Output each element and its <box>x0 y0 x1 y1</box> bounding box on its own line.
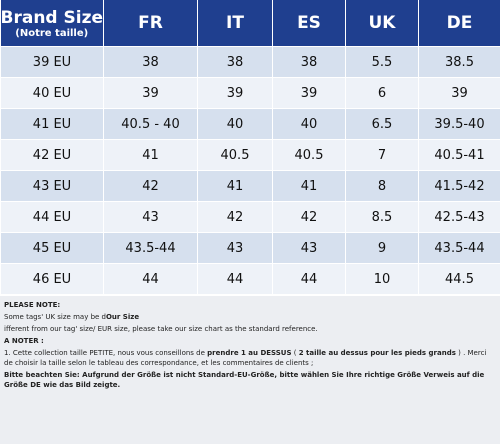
header-cell: ES <box>273 0 346 47</box>
header-row: Brand Size(Notre taille) FR IT ES UK DE <box>1 0 500 47</box>
table-cell: 41 <box>104 140 198 171</box>
table-cell: 45 EU <box>1 233 104 264</box>
table-cell: 9 <box>346 233 419 264</box>
table-cell: 39 EU <box>1 47 104 78</box>
note-text: Some tags' UK size may be d <box>4 313 106 321</box>
note-text: prendre 1 au DESSUS <box>207 349 291 357</box>
note-text: Bitte beachten Sie: Aufgrund der Größe i… <box>4 371 484 389</box>
table-cell: 41.5-42 <box>419 171 500 202</box>
note-text: A NOTER : <box>4 337 44 345</box>
note-line: A NOTER : <box>4 336 496 346</box>
header-text: Brand Size <box>1 8 104 28</box>
table-cell: 38 <box>104 47 198 78</box>
table-cell: 40 <box>273 109 346 140</box>
table-cell: 41 <box>198 171 273 202</box>
table-cell: 44 <box>273 264 346 295</box>
header-text: ES <box>297 13 321 33</box>
note-line: ifferent from our tag' size/ EUR size, p… <box>4 324 496 334</box>
table-cell: 41 <box>273 171 346 202</box>
table-cell: 7 <box>346 140 419 171</box>
note-text: ( <box>292 349 299 357</box>
table-cell: 10 <box>346 264 419 295</box>
table-cell: 39 <box>104 78 198 109</box>
table-cell: 39 <box>419 78 500 109</box>
header-text: IT <box>226 13 244 33</box>
table-cell: 5.5 <box>346 47 419 78</box>
table-cell: 42 <box>273 202 346 233</box>
note-text: Our Size <box>106 313 139 321</box>
notes: PLEASE NOTE: Some tags' UK size may be dO… <box>0 296 500 444</box>
note-text: PLEASE NOTE: <box>4 301 60 309</box>
table-cell: 44 <box>198 264 273 295</box>
table-cell: 40.5 - 40 <box>104 109 198 140</box>
table-cell: 44.5 <box>419 264 500 295</box>
table-cell: 39 <box>273 78 346 109</box>
table-cell: 39 <box>198 78 273 109</box>
note-line: PLEASE NOTE: <box>4 300 496 310</box>
note-text: ifferent from our tag' size/ EUR size, p… <box>4 325 318 333</box>
note-line: Bitte beachten Sie: Aufgrund der Größe i… <box>4 370 496 390</box>
header-cell: IT <box>198 0 273 47</box>
note-text: 1. Cette collection taille PETITE, nous … <box>4 349 207 357</box>
table-cell: 42 <box>104 171 198 202</box>
table-cell: 40 EU <box>1 78 104 109</box>
table-cell: 44 <box>104 264 198 295</box>
table-cell: 44 EU <box>1 202 104 233</box>
table-cell: 43.5-44 <box>104 233 198 264</box>
table-cell: 43 <box>104 202 198 233</box>
table-cell: 8 <box>346 171 419 202</box>
table-cell: 38 <box>273 47 346 78</box>
table-cell: 41 EU <box>1 109 104 140</box>
size-table: Brand Size(Notre taille) FR IT ES UK DE 39 EU… <box>0 0 500 295</box>
table-cell: 39.5-40 <box>419 109 500 140</box>
header-cell: UK <box>346 0 419 47</box>
table-cell: 38 <box>198 47 273 78</box>
table-cell: 40.5 <box>198 140 273 171</box>
note-text: 2 taille au dessus pour les pieds grands <box>299 349 456 357</box>
table-cell: 6.5 <box>346 109 419 140</box>
header-cell: Brand Size(Notre taille) <box>1 0 104 47</box>
header-text: UK <box>369 13 396 33</box>
header-text: DE <box>447 13 473 33</box>
table-cell: 42 <box>198 202 273 233</box>
table-cell: 43 EU <box>1 171 104 202</box>
table-cell: 43 <box>273 233 346 264</box>
table-cell: 40 <box>198 109 273 140</box>
table-cell: 40.5-41 <box>419 140 500 171</box>
table-cell: 43.5-44 <box>419 233 500 264</box>
header-cell: FR <box>104 0 198 47</box>
table-cell: 38.5 <box>419 47 500 78</box>
table-cell: 6 <box>346 78 419 109</box>
header-cell: DE <box>419 0 500 47</box>
header-subtitle: (Notre taille) <box>1 28 104 39</box>
table-cell: 46 EU <box>1 264 104 295</box>
table-cell: 42 EU <box>1 140 104 171</box>
table-cell: 42.5-43 <box>419 202 500 233</box>
table-cell: 43 <box>198 233 273 264</box>
header-text: FR <box>138 13 163 33</box>
table-cell: 8.5 <box>346 202 419 233</box>
note-line: Some tags' UK size may be dOur Size <box>4 312 496 322</box>
note-line: 1. Cette collection taille PETITE, nous … <box>4 348 496 368</box>
table-cell: 40.5 <box>273 140 346 171</box>
